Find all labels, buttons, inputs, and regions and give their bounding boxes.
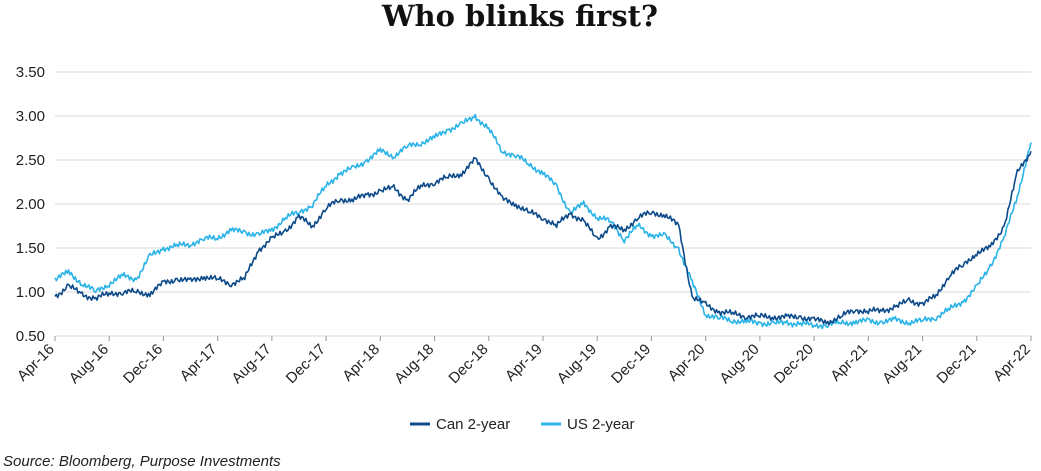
grid-lines [55,71,1031,337]
y-tick-label: 3.50 [16,64,45,81]
y-tick-label: 2.50 [16,152,45,169]
series-line-us-2-year [54,113,1032,330]
chart-title: Who blinks first? [381,0,658,33]
source-note: Source: Bloomberg, Purpose Investments [3,453,281,470]
x-tick-label: Aug-20 [716,341,762,387]
y-tick-label: 2.00 [16,196,45,213]
axes: 0.50 1.00 1.50 2.00 2.50 3.00 3.50 Apr-16 Aug-16… [14,64,1034,387]
x-tick-label: Dec-21 [933,341,979,387]
series-line-can-2-year [54,150,1032,326]
legend-label-us-2-year: US 2-year [567,416,635,433]
x-tick-label: Dec-20 [771,341,817,387]
x-tick-label: Apr-20 [665,341,709,385]
x-tick-label: Aug-21 [879,341,925,387]
y-tick-label: 0.50 [16,328,45,345]
x-tick-label: Aug-18 [391,341,437,387]
x-tick-label: Apr-16 [14,341,58,385]
legend: Can 2-year US 2-year [410,416,635,433]
x-tick-label: Apr-19 [502,341,546,385]
series-lines [54,113,1032,330]
x-tick-label: Apr-18 [339,341,383,385]
x-tick-label: Apr-22 [990,341,1034,385]
x-tick-label: Aug-16 [66,341,112,387]
y-tick-label: 1.00 [16,284,45,301]
x-tick-label: Apr-21 [827,341,871,385]
y-tick-label: 1.50 [16,240,45,257]
x-tick-label: Aug-17 [228,341,274,387]
x-tick-label: Dec-19 [608,341,654,387]
legend-label-can-2-year: Can 2-year [436,416,510,433]
y-tick-label: 3.00 [16,108,45,125]
x-tick-label: Dec-16 [120,341,166,387]
x-tick-label: Aug-19 [554,341,600,387]
x-tick-label: Dec-17 [283,341,329,387]
x-tick-label: Apr-17 [177,341,221,385]
x-tick-label: Dec-18 [445,341,491,387]
